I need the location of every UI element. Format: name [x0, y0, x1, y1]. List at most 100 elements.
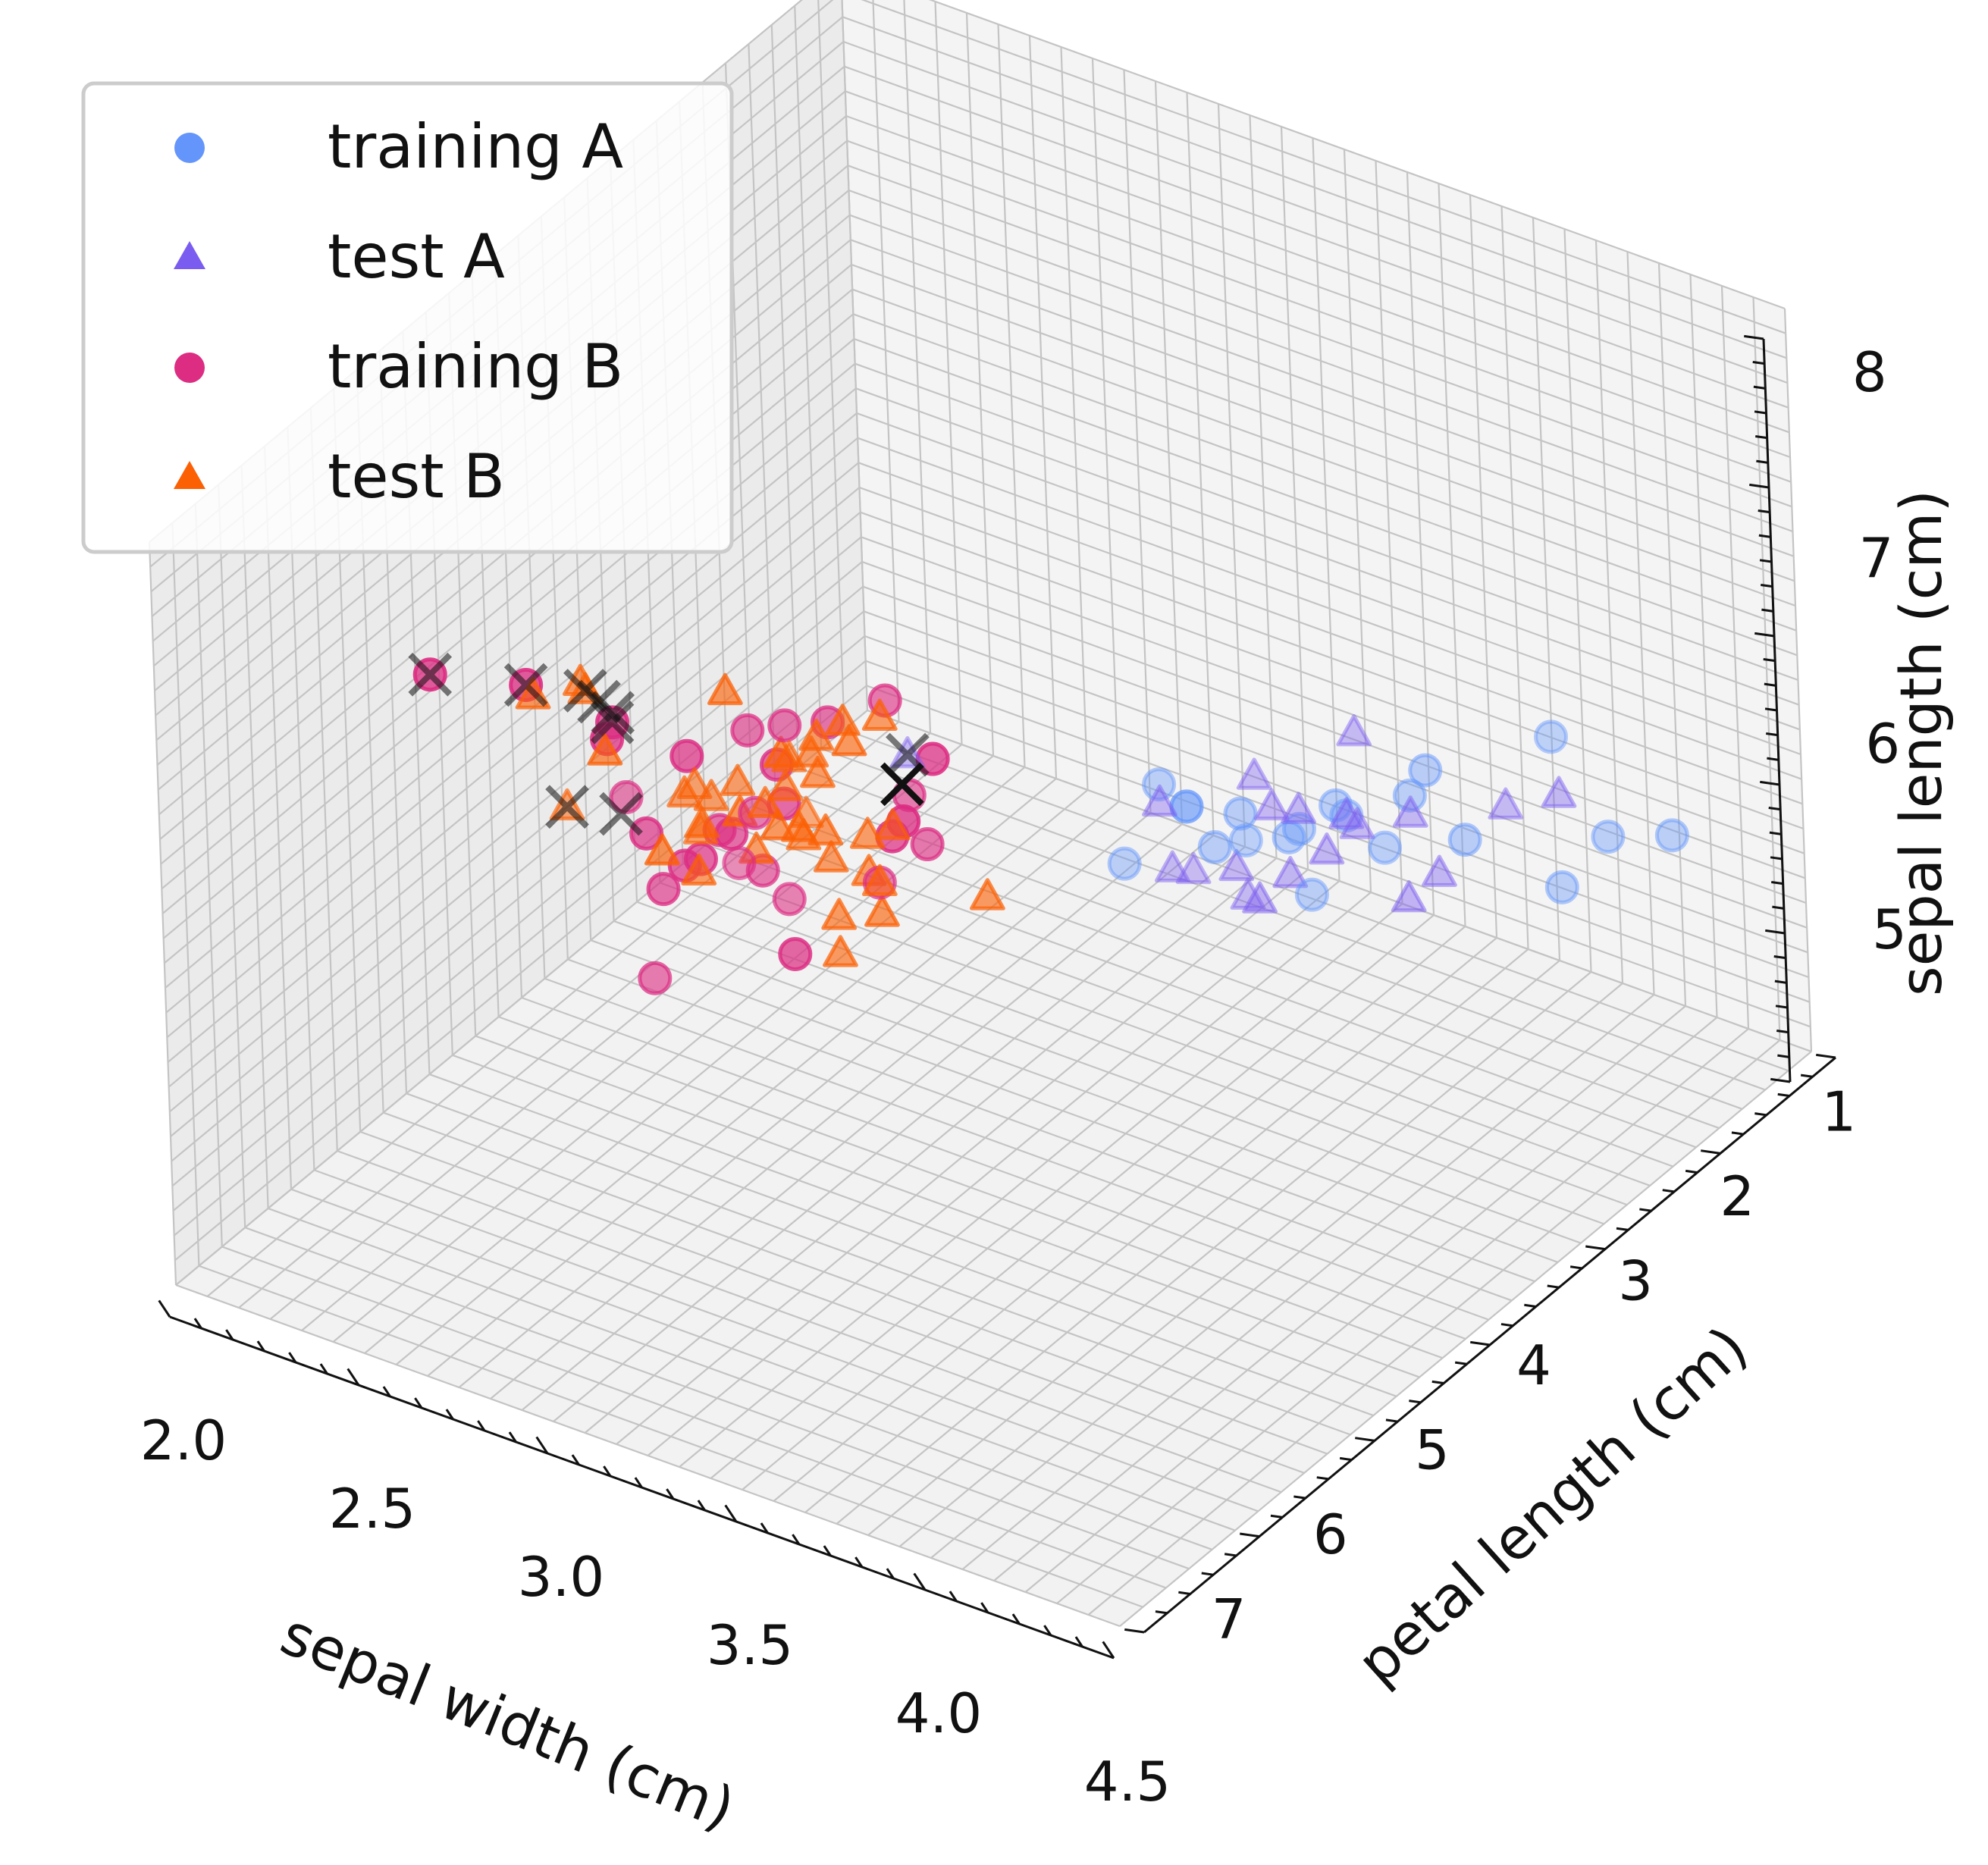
tick-mark — [666, 1488, 675, 1500]
tick-mark — [346, 1368, 360, 1386]
y-tick-label: 1 — [1821, 1080, 1856, 1144]
tick-mark — [414, 1397, 423, 1409]
training-a-point — [1272, 820, 1306, 854]
training-b-point — [730, 713, 765, 748]
tick-mark — [1764, 707, 1777, 712]
grid-line — [993, 1005, 1686, 1581]
grid-line — [842, 16, 1787, 359]
test-b-point — [771, 740, 807, 773]
training-a-point — [1281, 811, 1316, 846]
grid-line — [748, 44, 776, 788]
tick-mark — [603, 1465, 612, 1477]
x-marker — [880, 762, 924, 807]
tick-mark — [854, 1556, 864, 1568]
test-a-point — [1309, 832, 1345, 865]
tick-mark — [913, 1572, 927, 1591]
tick-mark — [980, 1602, 989, 1613]
y-tick-label: 3 — [1618, 1249, 1653, 1313]
tick-mark — [1755, 434, 1767, 440]
tick-mark — [1773, 954, 1786, 960]
training-a-point — [1591, 820, 1626, 854]
training-b-point — [638, 961, 673, 995]
test-a-point — [1142, 784, 1177, 817]
tick-mark — [158, 1299, 171, 1318]
y-tick-label: 7 — [1212, 1587, 1246, 1650]
legend-marker — [174, 241, 205, 269]
tick-mark — [1178, 1591, 1191, 1595]
legend-marker — [174, 353, 205, 383]
test-a-point — [1422, 854, 1457, 887]
training-a-point — [1197, 829, 1232, 864]
grid-lines — [148, 0, 1813, 1628]
test-a-point — [1236, 757, 1272, 790]
tick-mark — [1761, 583, 1773, 588]
test-b-point — [676, 766, 713, 799]
grid-line — [841, 0, 869, 711]
tick-mark — [477, 1420, 486, 1431]
test-a-point — [1541, 776, 1577, 808]
test-b-point — [824, 704, 861, 736]
x-marker — [590, 700, 635, 744]
z-axis-label: sepal length (cm) — [1887, 490, 1955, 996]
grid-line — [1056, 1028, 1749, 1604]
tick-mark — [1777, 1092, 1790, 1098]
x-tick-label: 2.0 — [140, 1409, 227, 1472]
legend-label: training B — [328, 331, 623, 402]
test-b-point — [681, 853, 717, 885]
tick-mark — [1454, 1361, 1467, 1365]
test-a-point — [1272, 855, 1309, 889]
tick-mark — [256, 1340, 265, 1352]
grid-line — [1783, 308, 1813, 1052]
test-b-point — [785, 818, 822, 851]
training-a-point — [1169, 789, 1204, 824]
training-a-point — [1392, 778, 1427, 813]
grid-line — [1689, 274, 1718, 1018]
legend-box — [81, 81, 734, 554]
training-a-point — [1368, 830, 1403, 865]
tick-mark — [1224, 1553, 1237, 1557]
test-b-point — [849, 817, 886, 849]
test-a-point — [1392, 795, 1428, 828]
tick-mark — [1616, 1227, 1629, 1231]
tick-mark — [1102, 1641, 1115, 1659]
tick-mark — [1816, 1053, 1836, 1059]
tick-mark — [1775, 1005, 1788, 1009]
tick-mark — [382, 1386, 391, 1397]
training-b-point — [778, 936, 813, 971]
training-a-point — [1544, 870, 1579, 904]
x-tick-label: 4.5 — [1084, 1750, 1171, 1813]
tick-mark — [1339, 1456, 1352, 1462]
grid-line — [1752, 296, 1781, 1041]
test-b-point — [747, 785, 783, 819]
test-b-point — [821, 898, 858, 930]
legend-label: training A — [328, 111, 623, 182]
tick-mark — [1662, 1189, 1675, 1193]
test-b-point — [707, 672, 743, 706]
tick-mark — [949, 1591, 958, 1602]
tick-mark — [724, 1504, 738, 1522]
tick-mark — [1500, 1323, 1513, 1327]
z-tick-label: 6 — [1865, 712, 1900, 776]
test-a-point — [1391, 879, 1427, 913]
x-tick-label: 3.5 — [707, 1613, 794, 1677]
y-tick-label: 4 — [1516, 1334, 1551, 1397]
tick-mark — [1547, 1284, 1560, 1289]
tick-mark — [1761, 608, 1774, 613]
tick-mark — [445, 1409, 454, 1420]
tick-mark — [1770, 1077, 1791, 1083]
tick-mark — [508, 1431, 517, 1443]
tick-mark — [1754, 410, 1767, 415]
tick-mark — [225, 1329, 234, 1340]
test-a-point — [1339, 807, 1375, 839]
tick-mark — [792, 1534, 801, 1545]
data-points — [408, 652, 1689, 995]
test-b-point — [788, 795, 824, 828]
grid-line — [1087, 1039, 1781, 1616]
tick-mark — [1769, 831, 1782, 835]
tick-mark — [535, 1436, 549, 1454]
tick-mark — [1355, 1437, 1375, 1442]
test-a-point — [1336, 714, 1372, 747]
y-tick-label: 5 — [1415, 1418, 1450, 1481]
tick-mark — [1770, 856, 1783, 860]
grid-line — [861, 0, 1786, 334]
